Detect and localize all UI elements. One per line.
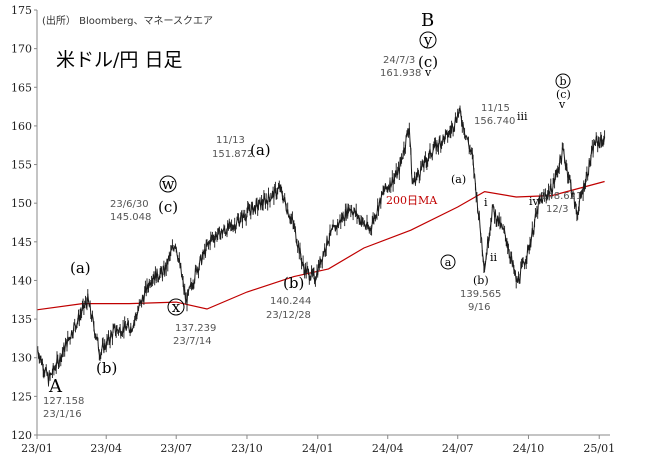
y-tick-label: 135 xyxy=(11,313,32,326)
y-tick-label: 130 xyxy=(11,352,32,365)
wave-label-b: b xyxy=(559,75,566,88)
wave-label-a: (a) xyxy=(70,259,91,277)
wave-label-iii: iii xyxy=(517,110,528,123)
y-tick-label: 125 xyxy=(11,390,32,403)
annotation-date: 11/15 xyxy=(481,103,510,114)
x-tick-label: 25/01 xyxy=(583,442,615,455)
y-tick-label: 155 xyxy=(11,159,32,172)
annotation-date: 24/7/3 xyxy=(383,55,415,66)
x-tick-label: 23/01 xyxy=(21,442,53,455)
x-tick-label: 24/07 xyxy=(442,442,474,455)
annotation-date: 23/6/30 xyxy=(110,199,149,210)
annotation-value: 127.158 xyxy=(43,396,84,407)
wave-circle-y xyxy=(419,31,437,49)
y-tick-label: 165 xyxy=(11,81,32,94)
annotation-value: 145.048 xyxy=(110,212,151,223)
ma-200-line xyxy=(36,180,605,311)
ma-200-label: 200日MA xyxy=(386,194,438,207)
x-tick-label: 24/10 xyxy=(513,442,545,455)
annotation-value: 140.244 xyxy=(270,296,311,307)
annotation-value: 151.872 xyxy=(212,149,253,160)
x-tick-label: 24/04 xyxy=(372,442,404,455)
annotation-date: 12/3 xyxy=(546,204,568,215)
annotation-value: 148.621 xyxy=(541,191,582,202)
wave-label-v: v xyxy=(558,98,566,111)
wave-label-b: (b) xyxy=(96,359,117,377)
price-candles xyxy=(37,105,606,387)
price-series-line xyxy=(37,106,606,385)
wave-label-B: B xyxy=(421,10,434,31)
y-tick-label: 170 xyxy=(11,43,32,56)
wave-label-x: x xyxy=(172,298,181,316)
y-tick-label: 145 xyxy=(11,236,32,249)
wave-label-c: (c) xyxy=(418,53,438,71)
x-tick-label: 23/04 xyxy=(90,442,122,455)
y-axis: 120 125 130 135 140 145 150 155 160 165 170 175 xyxy=(11,4,37,442)
wave-label-b: (b) xyxy=(283,274,304,292)
annotation-date: 23/12/28 xyxy=(266,310,311,321)
wave-label-v: v xyxy=(424,66,432,79)
y-tick-label: 120 xyxy=(11,429,32,442)
x-axis: 23/01 23/04 23/07 23/10 24/01 24/04 24/07 24/10… xyxy=(21,435,615,455)
wave-label-b-small: (b) xyxy=(473,274,489,287)
x-tick-label: 23/10 xyxy=(231,442,263,455)
wave-label-a: a xyxy=(445,256,452,269)
x-tick-label: 23/07 xyxy=(160,442,192,455)
wave-circle-w xyxy=(159,175,177,193)
y-tick-label: 150 xyxy=(11,197,32,210)
annotation-value: 156.740 xyxy=(474,116,515,127)
wave-circle-a xyxy=(440,254,456,270)
wave-label-w: w xyxy=(162,175,175,193)
annotation-date: 9/16 xyxy=(468,302,490,313)
source-note: (出所） Bloomberg、マネースクエア xyxy=(42,14,213,27)
y-tick-label: 175 xyxy=(11,4,32,17)
y-tick-label: 140 xyxy=(11,274,32,287)
annotation-date: 11/13 xyxy=(216,135,245,146)
y-tick-label: 160 xyxy=(11,120,32,133)
wave-annotations: A 127.158 23/1/16 (a) (b) w (c) 23/6/30 … xyxy=(43,10,582,420)
wave-label-iv: iv xyxy=(529,195,540,208)
wave-label-c-small: (c) xyxy=(556,88,571,101)
wave-label-c: (c) xyxy=(158,198,178,216)
wave-label-i: i xyxy=(484,196,488,209)
wave-circle-x xyxy=(167,298,185,316)
wave-label-a-small: (a) xyxy=(451,173,466,186)
annotation-value: 161.938 xyxy=(380,68,421,79)
annotation-value: 139.565 xyxy=(460,289,501,300)
chart-title: 米ドル/円 日足 xyxy=(56,49,182,71)
wave-label-a: (a) xyxy=(250,141,271,159)
x-tick-label: 24/01 xyxy=(302,442,334,455)
wave-label-A: A xyxy=(48,376,63,397)
annotation-date: 23/1/16 xyxy=(43,409,82,420)
wave-circle-b xyxy=(555,73,571,89)
annotation-value: 137.239 xyxy=(175,323,216,334)
wave-label-y: y xyxy=(423,31,433,49)
wave-label-ii: ii xyxy=(490,251,498,264)
annotation-date: 23/7/14 xyxy=(173,336,212,347)
